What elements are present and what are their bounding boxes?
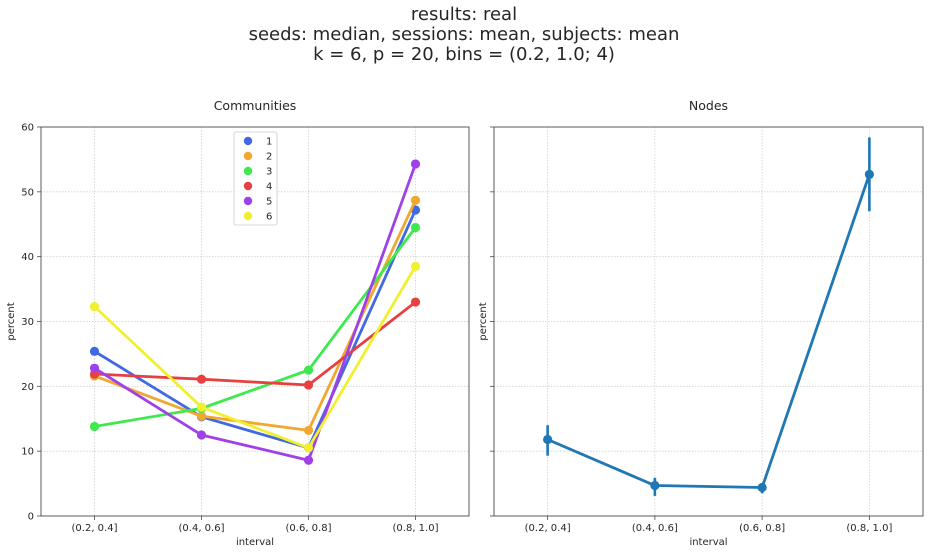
data-point	[303, 365, 314, 375]
y-tick-label: 20	[21, 382, 34, 393]
data-point	[543, 434, 553, 445]
data-point	[410, 159, 421, 169]
series-line	[93, 162, 417, 462]
data-point	[303, 455, 314, 465]
data-point	[89, 363, 100, 373]
data-point	[89, 301, 100, 312]
series-1	[543, 137, 874, 496]
legend-label: 1	[266, 137, 272, 148]
series-1	[89, 205, 421, 453]
x-tick-label: (0.8, 1.0]	[393, 523, 439, 534]
series-5	[89, 159, 421, 465]
y-axis-label: percent	[478, 302, 489, 340]
legend-label: 4	[266, 182, 272, 193]
data-point	[650, 480, 660, 491]
data-point	[303, 380, 314, 390]
legend-marker	[243, 211, 253, 221]
panel-2: (0.2, 0.4] (0.4, 0.6] (0.6, 0.8] (0.8, 1.0]…	[478, 98, 924, 548]
series-3	[89, 222, 421, 432]
data-point	[196, 411, 207, 421]
legend-marker	[243, 196, 253, 206]
panel-title: Nodes	[689, 98, 728, 113]
data-point	[303, 425, 314, 436]
legend-label: 6	[266, 212, 272, 223]
data-point	[196, 402, 207, 412]
x-tick-label: (0.2, 0.4]	[525, 523, 571, 534]
y-tick-label: 60	[21, 123, 34, 134]
legend-label: 5	[266, 197, 272, 208]
y-tick-label: 10	[21, 447, 34, 458]
data-point	[303, 443, 314, 453]
legend-marker	[243, 136, 253, 146]
legend-marker	[243, 151, 253, 161]
data-point	[410, 297, 421, 307]
data-point	[864, 169, 874, 179]
series-2	[89, 195, 421, 436]
x-axis-label: interval	[689, 537, 727, 548]
x-tick-label: (0.6, 0.8]	[286, 523, 332, 534]
y-tick-label: 30	[21, 317, 34, 328]
legend-marker	[243, 181, 253, 191]
panel-title: Communities	[214, 98, 297, 113]
data-point	[89, 421, 100, 432]
x-tick-label: (0.8, 1.0]	[846, 523, 892, 534]
y-axis-label: percent	[6, 302, 17, 340]
x-axis-label: interval	[236, 537, 274, 548]
series-line	[93, 208, 417, 450]
series-line	[546, 172, 871, 489]
figure-title-line-2: seeds: median, sessions: mean, subjects:…	[248, 24, 680, 45]
y-tick-label: 40	[21, 252, 34, 263]
panel-1: 0 10 20 30 40 50 60 (0.2, 0.4] (0.4, 0.6] (0.6, 0…	[6, 98, 470, 548]
data-point	[196, 430, 207, 440]
figure-title-line-1: results: real	[410, 4, 518, 25]
data-point	[410, 222, 421, 233]
y-tick-label: 50	[21, 187, 34, 198]
data-point	[757, 482, 767, 493]
x-tick-label: (0.4, 0.6]	[632, 523, 678, 534]
x-tick-label: (0.2, 0.4]	[72, 523, 118, 534]
figure-title-line-3: k = 6, p = 20, bins = (0.2, 1.0; 4)	[313, 44, 615, 65]
series-line	[93, 226, 417, 428]
data-point	[410, 261, 421, 271]
y-tick-label: 0	[28, 512, 34, 523]
legend-label: 3	[266, 167, 272, 178]
series-line	[93, 300, 417, 387]
data-point	[410, 195, 421, 205]
data-point	[196, 374, 207, 384]
data-point	[89, 346, 100, 356]
figure-title: results: real seeds: median, sessions: m…	[0, 5, 928, 65]
x-tick-label: (0.4, 0.6]	[179, 523, 225, 534]
x-tick-label: (0.6, 0.8]	[739, 523, 785, 534]
legend: 1 2 3 4 5 6	[233, 131, 278, 226]
series-line	[93, 264, 417, 450]
series-6	[89, 261, 421, 453]
legend-marker	[243, 166, 253, 176]
legend-label: 2	[266, 152, 272, 163]
